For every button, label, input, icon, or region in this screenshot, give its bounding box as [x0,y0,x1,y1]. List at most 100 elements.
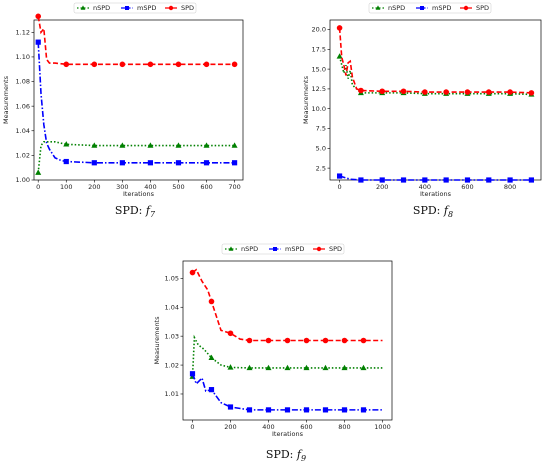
x-tick-label: 400 [262,423,274,431]
data-point [284,364,291,371]
x-tick-label: 400 [144,183,156,191]
figure-caption: SPD: f9 [266,448,306,463]
data-point [284,337,291,344]
series-line [338,27,532,94]
legend-box [221,243,345,255]
y-axis-label: Measurements [302,75,310,124]
data-point [175,61,182,68]
x-tick-label: 1000 [374,423,391,431]
data-point [231,160,238,166]
series-line [37,16,235,66]
x-axis-label: Iterations [123,190,155,198]
data-point [360,364,367,371]
data-point [360,407,367,413]
data-point [63,61,70,68]
series-SPD [35,13,238,68]
x-tick-label: 400 [419,183,431,191]
x-tick-label: 600 [200,183,212,191]
data-point [175,160,182,166]
series-mSPD [35,39,238,166]
data-point [227,364,234,370]
data-point [422,177,428,183]
x-tick-label: 500 [172,183,184,191]
series-line [338,56,532,96]
data-point [360,337,367,344]
data-point [464,89,471,95]
legend-label: mSPD [285,245,304,253]
legend-marker [125,6,129,10]
data-point [35,39,41,45]
data-point [265,364,272,371]
x-tick-label: 700 [228,183,240,191]
y-tick-label: 1.06 [16,102,30,110]
plot-frame [182,260,393,421]
data-point [147,142,154,148]
data-point [189,269,196,276]
legend-label: nSPD [93,4,110,12]
data-point [336,53,343,59]
chart-3: 0 200 400 600 800 1000 1.01 1.02 1.03 1.04 1.05 Ite… [153,243,393,463]
y-tick-label: 1.04 [16,127,30,135]
x-tick-label: 0 [190,423,194,431]
x-tick-label: 600 [461,183,473,191]
series-line [191,373,383,411]
x-tick-label: 300 [116,183,128,191]
data-point [119,61,126,68]
data-point [322,364,329,371]
y-tick-label: 1.01 [165,390,179,398]
y-axis-label: Measurements [153,316,161,365]
data-point [91,160,97,166]
data-point [35,13,42,20]
legend-label: mSPD [137,4,156,12]
data-point [246,407,253,413]
data-point [265,337,272,344]
data-point [208,298,215,305]
legend-label: mSPD [432,4,451,12]
y-tick-label: 1.08 [16,78,30,86]
data-point [322,337,329,344]
data-point [379,88,386,95]
series-nSPD [189,334,383,379]
data-point [189,371,196,377]
y-tick-label: 1.02 [16,152,30,160]
x-tick-label: 0 [338,183,342,191]
data-point [358,177,364,183]
x-tick-label: 200 [88,183,100,191]
plot-frame [33,19,244,181]
series-nSPD [35,141,238,175]
data-point [322,407,329,413]
y-tick-label: 7.5 [316,125,326,133]
plot-frame [329,19,542,181]
data-point [303,407,310,413]
data-point [35,169,42,175]
x-tick-label: 200 [376,183,388,191]
legend-marker [375,5,381,10]
data-point [203,142,210,148]
x-tick-label: 0 [36,183,40,191]
series-mSPD [189,371,383,413]
y-tick-label: 17.5 [312,46,326,54]
y-tick-label: 5.0 [316,145,326,153]
data-point [63,141,70,147]
y-tick-label: 2.5 [316,164,326,172]
data-point [175,142,182,148]
data-point [341,337,348,344]
data-point [265,407,272,413]
series-line [192,268,383,342]
figure-caption: SPD: f7 [115,204,156,219]
data-point [528,90,535,96]
data-point [284,407,291,413]
data-point [358,87,364,94]
y-tick-label: 10.0 [312,105,326,113]
data-point [485,89,492,95]
data-point [91,142,98,148]
data-point [400,88,407,95]
x-tick-label: 100 [60,183,72,191]
y-tick-label: 20.0 [312,26,326,34]
legend-marker [316,246,322,252]
y-tick-label: 12.5 [312,85,326,93]
data-point [231,142,238,148]
x-axis-label: Iterations [420,190,452,198]
data-point [203,61,210,68]
